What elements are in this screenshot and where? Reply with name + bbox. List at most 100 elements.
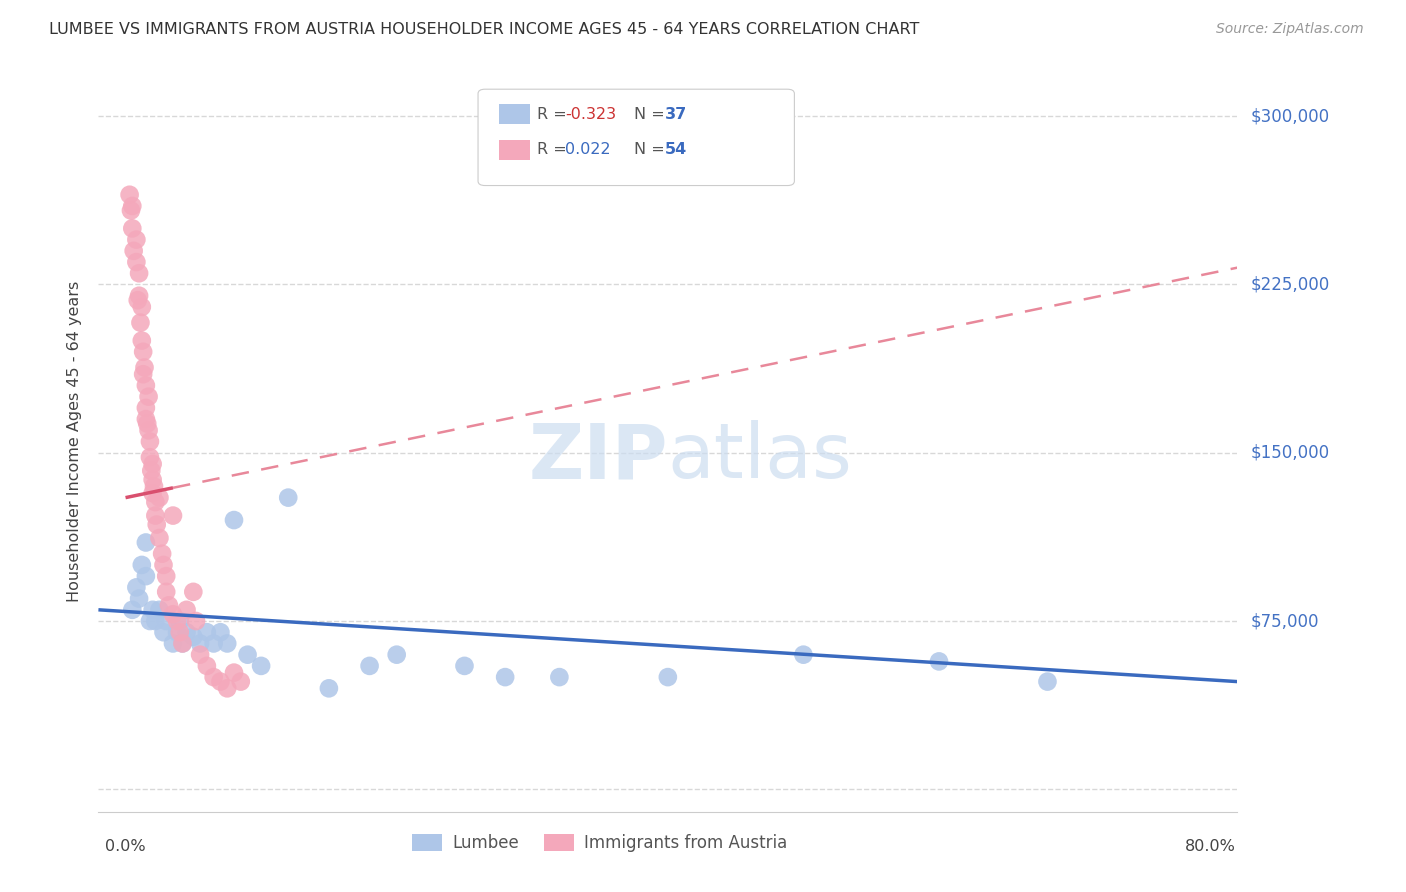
Text: 54: 54 — [665, 143, 688, 157]
Point — [142, 457, 165, 471]
Point — [142, 603, 165, 617]
Point — [131, 300, 153, 314]
Point — [129, 316, 152, 330]
Point — [195, 659, 218, 673]
Point — [792, 648, 814, 662]
Point — [209, 674, 232, 689]
Point — [162, 636, 184, 650]
Point — [143, 479, 166, 493]
Point — [184, 614, 207, 628]
Point — [132, 368, 155, 382]
Point — [209, 625, 232, 640]
Point — [132, 344, 155, 359]
Point — [120, 203, 142, 218]
Point — [121, 221, 143, 235]
Point — [172, 636, 194, 650]
Point — [453, 659, 475, 673]
Point — [128, 266, 150, 280]
Point — [183, 585, 205, 599]
Text: 80.0%: 80.0% — [1185, 838, 1236, 854]
Point — [172, 636, 194, 650]
Point — [166, 625, 188, 640]
Text: 0.022: 0.022 — [565, 143, 610, 157]
Text: N =: N = — [634, 143, 671, 157]
Point — [122, 244, 145, 258]
Point — [127, 293, 149, 308]
Point — [202, 670, 225, 684]
Point — [222, 513, 245, 527]
Point — [139, 434, 162, 449]
Point — [155, 569, 177, 583]
Point — [250, 659, 273, 673]
Point — [134, 360, 156, 375]
Point — [142, 486, 165, 500]
Point — [152, 625, 174, 640]
Text: LUMBEE VS IMMIGRANTS FROM AUSTRIA HOUSEHOLDER INCOME AGES 45 - 64 YEARS CORRELAT: LUMBEE VS IMMIGRANTS FROM AUSTRIA HOUSEH… — [49, 22, 920, 37]
Point — [183, 630, 205, 644]
Text: Source: ZipAtlas.com: Source: ZipAtlas.com — [1216, 22, 1364, 37]
Text: -0.323: -0.323 — [565, 107, 616, 121]
Point — [145, 517, 167, 532]
Point — [136, 417, 159, 431]
Point — [385, 648, 408, 662]
Point — [121, 199, 143, 213]
Point — [121, 603, 143, 617]
Point — [148, 603, 170, 617]
Text: R =: R = — [537, 107, 572, 121]
Point — [141, 464, 163, 478]
Text: atlas: atlas — [668, 420, 852, 494]
Point — [188, 636, 211, 650]
Point — [152, 558, 174, 572]
Text: $300,000: $300,000 — [1251, 107, 1330, 125]
Text: 37: 37 — [665, 107, 688, 121]
Point — [135, 401, 157, 415]
Point — [928, 654, 950, 668]
Text: N =: N = — [634, 107, 671, 121]
Point — [131, 558, 153, 572]
Point — [150, 547, 173, 561]
Point — [139, 614, 162, 628]
Point — [229, 674, 252, 689]
Point — [176, 603, 198, 617]
Point — [138, 423, 160, 437]
Point — [157, 599, 180, 613]
Y-axis label: Householder Income Ages 45 - 64 years: Householder Income Ages 45 - 64 years — [67, 281, 83, 602]
Point — [155, 614, 177, 628]
Point — [135, 378, 157, 392]
Point — [222, 665, 245, 680]
Point — [202, 636, 225, 650]
Point — [135, 412, 157, 426]
Point — [162, 607, 184, 622]
Point — [195, 625, 218, 640]
Legend: Lumbee, Immigrants from Austria: Lumbee, Immigrants from Austria — [405, 828, 793, 859]
Point — [125, 233, 148, 247]
Text: $75,000: $75,000 — [1251, 612, 1319, 630]
Point — [135, 569, 157, 583]
Point — [169, 625, 191, 640]
Point — [155, 585, 177, 599]
Point — [236, 648, 259, 662]
Point — [128, 591, 150, 606]
Text: $225,000: $225,000 — [1251, 276, 1330, 293]
Text: $150,000: $150,000 — [1251, 443, 1330, 462]
Point — [145, 508, 167, 523]
Point — [128, 289, 150, 303]
Point — [125, 580, 148, 594]
Point — [162, 508, 184, 523]
Point — [142, 473, 165, 487]
Point — [359, 659, 381, 673]
Point — [1036, 674, 1059, 689]
Point — [118, 187, 141, 202]
Point — [657, 670, 679, 684]
Point — [138, 390, 160, 404]
Point — [548, 670, 571, 684]
Point — [169, 614, 191, 628]
Point — [131, 334, 153, 348]
Point — [145, 614, 167, 628]
Point — [139, 450, 162, 465]
Point — [176, 625, 198, 640]
Text: ZIP: ZIP — [529, 420, 668, 494]
Point — [318, 681, 340, 696]
Text: R =: R = — [537, 143, 576, 157]
Point — [188, 648, 211, 662]
